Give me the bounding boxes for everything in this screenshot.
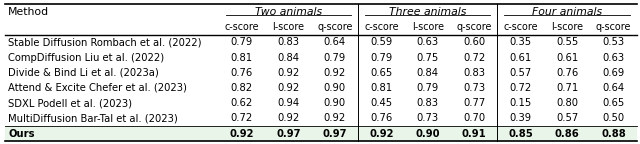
Text: 0.64: 0.64 (324, 37, 346, 47)
Text: 0.88: 0.88 (601, 128, 626, 139)
Text: 0.71: 0.71 (556, 83, 578, 93)
Text: 0.79: 0.79 (324, 53, 346, 62)
Text: Four animals: Four animals (532, 7, 602, 17)
Text: 0.83: 0.83 (463, 68, 485, 78)
Text: 0.50: 0.50 (602, 113, 625, 123)
Text: 0.69: 0.69 (602, 68, 625, 78)
Text: 0.63: 0.63 (417, 37, 439, 47)
Text: 0.83: 0.83 (417, 98, 438, 108)
Text: 0.97: 0.97 (276, 128, 301, 139)
Text: 0.75: 0.75 (417, 53, 439, 62)
Text: 0.81: 0.81 (370, 83, 392, 93)
Text: 0.83: 0.83 (277, 37, 300, 47)
Text: 0.62: 0.62 (231, 98, 253, 108)
Text: 0.61: 0.61 (509, 53, 532, 62)
Text: 0.90: 0.90 (415, 128, 440, 139)
Text: 0.86: 0.86 (555, 128, 579, 139)
Text: 0.55: 0.55 (556, 37, 578, 47)
Text: 0.65: 0.65 (370, 68, 392, 78)
FancyBboxPatch shape (5, 126, 637, 141)
Text: 0.57: 0.57 (509, 68, 532, 78)
Text: 0.64: 0.64 (602, 83, 625, 93)
Text: 0.79: 0.79 (231, 37, 253, 47)
Text: 0.35: 0.35 (509, 37, 532, 47)
Text: q-score: q-score (317, 22, 353, 32)
Text: Method: Method (8, 7, 49, 17)
Text: 0.39: 0.39 (509, 113, 532, 123)
Text: 0.79: 0.79 (370, 53, 392, 62)
Text: SDXL Podell et al. (2023): SDXL Podell et al. (2023) (8, 98, 132, 108)
Text: Divide & Bind Li et al. (2023a): Divide & Bind Li et al. (2023a) (8, 68, 159, 78)
Text: 0.92: 0.92 (277, 113, 300, 123)
Text: 0.61: 0.61 (556, 53, 578, 62)
Text: 0.72: 0.72 (509, 83, 532, 93)
Text: MultiDiffusion Bar-Tal et al. (2023): MultiDiffusion Bar-Tal et al. (2023) (8, 113, 178, 123)
Text: 0.81: 0.81 (231, 53, 253, 62)
Text: q-score: q-score (596, 22, 631, 32)
Text: 0.73: 0.73 (417, 113, 439, 123)
Text: 0.91: 0.91 (462, 128, 486, 139)
Text: 0.84: 0.84 (417, 68, 438, 78)
Text: Two animals: Two animals (255, 7, 322, 17)
Text: 0.72: 0.72 (463, 53, 485, 62)
Text: 0.70: 0.70 (463, 113, 485, 123)
Text: Stable Diffusion Rombach et al. (2022): Stable Diffusion Rombach et al. (2022) (8, 37, 202, 47)
Text: 0.90: 0.90 (324, 98, 346, 108)
Text: 0.53: 0.53 (602, 37, 625, 47)
Text: CompDiffusion Liu et al. (2022): CompDiffusion Liu et al. (2022) (8, 53, 164, 62)
Text: 0.77: 0.77 (463, 98, 485, 108)
Text: 0.73: 0.73 (463, 83, 485, 93)
Text: 0.92: 0.92 (230, 128, 254, 139)
Text: 0.57: 0.57 (556, 113, 578, 123)
Text: Attend & Excite Chefer et al. (2023): Attend & Excite Chefer et al. (2023) (8, 83, 187, 93)
Text: 0.76: 0.76 (231, 68, 253, 78)
Text: 0.80: 0.80 (556, 98, 578, 108)
Text: 0.92: 0.92 (324, 113, 346, 123)
Text: 0.94: 0.94 (277, 98, 300, 108)
Text: 0.15: 0.15 (509, 98, 532, 108)
Text: q-score: q-score (456, 22, 492, 32)
Text: Ours: Ours (8, 128, 35, 139)
Text: 0.92: 0.92 (277, 68, 300, 78)
Text: 0.92: 0.92 (369, 128, 394, 139)
Text: 0.72: 0.72 (231, 113, 253, 123)
Text: 0.85: 0.85 (508, 128, 533, 139)
Text: 0.79: 0.79 (417, 83, 439, 93)
Text: 0.76: 0.76 (370, 113, 392, 123)
Text: l-score: l-score (273, 22, 305, 32)
Text: 0.82: 0.82 (231, 83, 253, 93)
Text: 0.60: 0.60 (463, 37, 485, 47)
Text: l-score: l-score (412, 22, 444, 32)
Text: c-score: c-score (364, 22, 399, 32)
Text: 0.63: 0.63 (602, 53, 625, 62)
Text: 0.92: 0.92 (277, 83, 300, 93)
Text: 0.90: 0.90 (324, 83, 346, 93)
Text: 0.65: 0.65 (602, 98, 625, 108)
Text: 0.84: 0.84 (277, 53, 300, 62)
Text: c-score: c-score (225, 22, 259, 32)
Text: 0.45: 0.45 (370, 98, 392, 108)
Text: l-score: l-score (551, 22, 583, 32)
Text: 0.92: 0.92 (324, 68, 346, 78)
Text: Three animals: Three animals (389, 7, 467, 17)
Text: 0.76: 0.76 (556, 68, 578, 78)
Text: c-score: c-score (504, 22, 538, 32)
Text: 0.59: 0.59 (370, 37, 392, 47)
Text: 0.97: 0.97 (323, 128, 347, 139)
